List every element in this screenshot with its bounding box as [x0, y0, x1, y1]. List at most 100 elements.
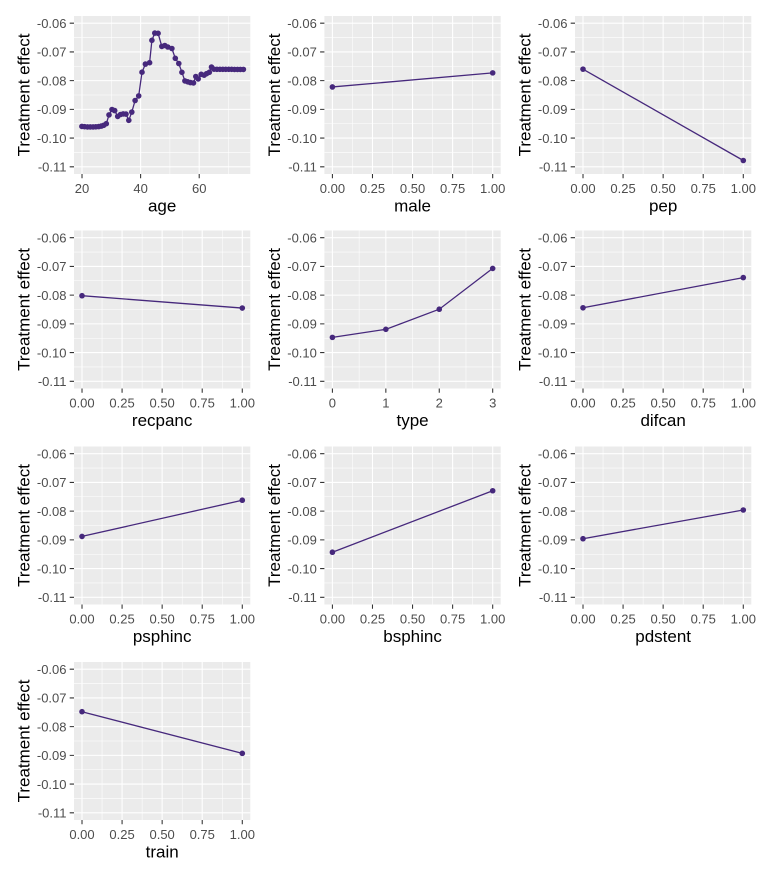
- svg-text:0.50: 0.50: [149, 395, 174, 410]
- svg-text:Treatment effect: Treatment effect: [14, 679, 33, 802]
- svg-text:pep: pep: [649, 196, 677, 215]
- svg-text:-0.07: -0.07: [538, 259, 568, 274]
- svg-text:1.00: 1.00: [480, 611, 505, 626]
- svg-text:0.25: 0.25: [109, 395, 134, 410]
- svg-text:0.75: 0.75: [190, 395, 215, 410]
- svg-text:-0.10: -0.10: [37, 777, 67, 792]
- svg-text:0.25: 0.25: [109, 611, 134, 626]
- svg-text:-0.09: -0.09: [37, 317, 67, 332]
- svg-text:0.00: 0.00: [69, 611, 94, 626]
- svg-text:-0.11: -0.11: [38, 160, 67, 175]
- svg-text:-0.09: -0.09: [538, 102, 568, 117]
- svg-text:-0.07: -0.07: [37, 475, 67, 490]
- svg-text:1.00: 1.00: [230, 395, 255, 410]
- svg-text:-0.09: -0.09: [538, 533, 568, 548]
- svg-text:0.75: 0.75: [691, 181, 716, 196]
- svg-text:0.00: 0.00: [570, 181, 595, 196]
- svg-text:0.75: 0.75: [440, 181, 465, 196]
- svg-text:-0.06: -0.06: [37, 446, 67, 461]
- svg-text:age: age: [148, 196, 176, 215]
- svg-text:0.75: 0.75: [691, 395, 716, 410]
- svg-text:1.00: 1.00: [480, 181, 505, 196]
- svg-text:0.50: 0.50: [650, 395, 675, 410]
- svg-text:0: 0: [329, 395, 336, 410]
- svg-text:train: train: [146, 842, 179, 861]
- svg-text:Treatment effect: Treatment effect: [265, 248, 284, 371]
- svg-text:Treatment effect: Treatment effect: [14, 464, 33, 587]
- svg-text:0.00: 0.00: [69, 395, 94, 410]
- svg-text:-0.09: -0.09: [37, 102, 67, 117]
- svg-text:20: 20: [75, 181, 89, 196]
- svg-text:-0.11: -0.11: [38, 806, 67, 821]
- svg-text:-0.07: -0.07: [37, 259, 67, 274]
- svg-text:-0.06: -0.06: [37, 662, 67, 677]
- svg-text:0.00: 0.00: [69, 827, 94, 842]
- svg-text:-0.07: -0.07: [538, 475, 568, 490]
- svg-text:male: male: [394, 196, 431, 215]
- svg-text:-0.11: -0.11: [288, 374, 317, 389]
- svg-text:-0.08: -0.08: [37, 719, 67, 734]
- svg-text:0.50: 0.50: [149, 827, 174, 842]
- svg-text:-0.06: -0.06: [287, 230, 317, 245]
- svg-text:1.00: 1.00: [230, 827, 255, 842]
- svg-text:type: type: [396, 411, 428, 430]
- svg-text:-0.08: -0.08: [37, 288, 67, 303]
- svg-text:bsphinc: bsphinc: [383, 627, 442, 646]
- svg-text:-0.10: -0.10: [287, 345, 317, 360]
- svg-text:-0.08: -0.08: [538, 504, 568, 519]
- svg-text:2: 2: [436, 395, 443, 410]
- svg-text:3: 3: [489, 395, 496, 410]
- svg-text:-0.09: -0.09: [287, 317, 317, 332]
- svg-text:1.00: 1.00: [731, 395, 756, 410]
- svg-text:-0.06: -0.06: [538, 230, 568, 245]
- svg-text:-0.10: -0.10: [37, 561, 67, 576]
- svg-text:difcan: difcan: [640, 411, 685, 430]
- svg-text:-0.08: -0.08: [37, 504, 67, 519]
- svg-text:-0.07: -0.07: [37, 45, 67, 60]
- svg-text:0.25: 0.25: [360, 181, 385, 196]
- svg-text:-0.09: -0.09: [538, 317, 568, 332]
- svg-text:-0.06: -0.06: [287, 16, 317, 31]
- svg-text:Treatment effect: Treatment effect: [14, 33, 33, 156]
- svg-text:-0.07: -0.07: [538, 45, 568, 60]
- svg-text:0.50: 0.50: [400, 611, 425, 626]
- svg-text:0.25: 0.25: [610, 611, 635, 626]
- svg-text:-0.08: -0.08: [37, 73, 67, 88]
- svg-text:-0.07: -0.07: [287, 45, 317, 60]
- svg-text:-0.10: -0.10: [37, 345, 67, 360]
- svg-text:-0.09: -0.09: [37, 533, 67, 548]
- svg-text:0.50: 0.50: [650, 611, 675, 626]
- svg-text:0.00: 0.00: [320, 611, 345, 626]
- svg-text:0.25: 0.25: [610, 181, 635, 196]
- svg-text:0.50: 0.50: [149, 611, 174, 626]
- svg-text:Treatment effect: Treatment effect: [265, 464, 284, 587]
- svg-text:-0.10: -0.10: [538, 131, 568, 146]
- svg-text:-0.10: -0.10: [538, 561, 568, 576]
- svg-text:-0.10: -0.10: [538, 345, 568, 360]
- svg-text:-0.07: -0.07: [287, 259, 317, 274]
- svg-text:0.50: 0.50: [650, 181, 675, 196]
- svg-text:-0.08: -0.08: [287, 288, 317, 303]
- svg-text:-0.09: -0.09: [287, 102, 317, 117]
- svg-text:-0.07: -0.07: [287, 475, 317, 490]
- svg-text:-0.11: -0.11: [38, 374, 67, 389]
- svg-text:40: 40: [133, 181, 147, 196]
- svg-text:-0.06: -0.06: [538, 446, 568, 461]
- svg-text:0.00: 0.00: [320, 181, 345, 196]
- svg-text:-0.10: -0.10: [287, 561, 317, 576]
- svg-text:-0.08: -0.08: [538, 288, 568, 303]
- svg-text:1.00: 1.00: [731, 611, 756, 626]
- svg-text:-0.11: -0.11: [539, 160, 568, 175]
- svg-text:-0.06: -0.06: [37, 230, 67, 245]
- svg-text:60: 60: [192, 181, 206, 196]
- svg-text:0.75: 0.75: [190, 827, 215, 842]
- svg-text:1: 1: [382, 395, 389, 410]
- svg-text:0.75: 0.75: [190, 611, 215, 626]
- svg-text:Treatment effect: Treatment effect: [515, 248, 534, 371]
- svg-text:-0.11: -0.11: [38, 590, 67, 605]
- svg-text:-0.06: -0.06: [37, 16, 67, 31]
- svg-text:0.75: 0.75: [691, 611, 716, 626]
- svg-text:0.25: 0.25: [109, 827, 134, 842]
- svg-text:pdstent: pdstent: [635, 627, 691, 646]
- svg-text:0.75: 0.75: [440, 611, 465, 626]
